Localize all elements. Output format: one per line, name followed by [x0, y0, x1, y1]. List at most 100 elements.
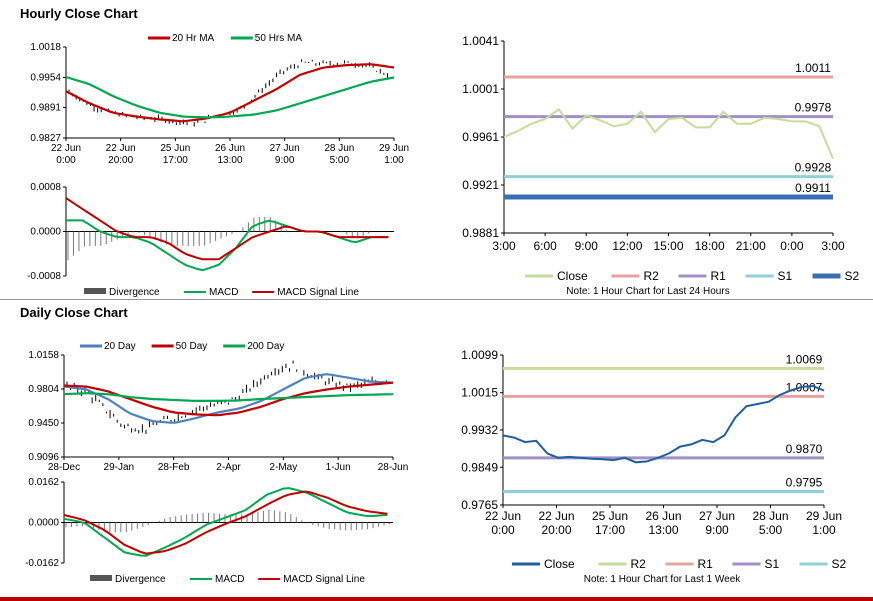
- pivot-x-tick-label: 3:00: [821, 239, 845, 253]
- pivot-x-tick-label: 22 Jun: [538, 509, 574, 523]
- price-y-tick-label: 1.0158: [28, 350, 59, 361]
- pivot-legend-label: Close: [557, 269, 588, 283]
- pivot-x-tick-label: 28 Jun: [752, 509, 788, 523]
- pivot-close-line: [502, 384, 825, 464]
- pivot-level-label-s1: 0.9928: [795, 161, 832, 175]
- pivot-x-tick-label: 21:00: [736, 239, 766, 253]
- price-x-tick-label: 27 Jun: [270, 143, 300, 154]
- pivot-x-tick-label: 0:00: [491, 523, 515, 537]
- pivot-x-tick-label: 18:00: [695, 239, 725, 253]
- pivot-y-tick-label: 0.9881: [462, 226, 499, 240]
- price-x-tick-label: 9:00: [275, 155, 295, 166]
- pivot-x-tick-label: 27 Jun: [699, 509, 735, 523]
- pivot-x-tick-label: 29 Jun: [806, 509, 842, 523]
- pivot-x-tick-label: 9:00: [705, 523, 729, 537]
- pivot-level-label-s1: 0.9870: [786, 442, 823, 456]
- macd-legend-label: MACD: [209, 287, 238, 298]
- price-x-tick-label: 29-Jan: [104, 462, 135, 473]
- ma-line-20-day: [63, 373, 394, 424]
- price-x-tick-label: 22 Jun: [106, 143, 136, 154]
- pivot-x-tick-label: 6:00: [533, 239, 557, 253]
- pivot-x-tick-label: 20:00: [541, 523, 571, 537]
- macd-legend-swatch: [84, 288, 106, 294]
- pivot-note: Note: 1 Hour Chart for Last 1 Week: [584, 574, 742, 585]
- pivot-legend-label: S2: [832, 557, 847, 571]
- macd-y-tick-label: 0.0000: [30, 227, 61, 238]
- pivot-y-tick-label: 0.9961: [462, 130, 499, 144]
- price-x-tick-label: 22 Jun: [51, 143, 81, 154]
- price-x-tick-label: 29 Jun: [379, 143, 409, 154]
- pivot-legend-label: Close: [544, 557, 575, 571]
- pivot-y-tick-label: 0.9921: [462, 178, 499, 192]
- price-x-tick-label: 17:00: [163, 155, 188, 166]
- pivot-legend-label: S1: [778, 269, 793, 283]
- pivot-level-label-r1: 0.9978: [795, 101, 832, 115]
- price-x-tick-label: 13:00: [217, 155, 242, 166]
- macd-y-tick-label: -0.0162: [25, 558, 59, 569]
- macd-legend-label: Divergence: [109, 287, 160, 298]
- macd-y-tick-label: 0.0000: [28, 518, 59, 529]
- section-divider: [0, 299, 873, 300]
- price-y-tick-label: 0.9954: [30, 72, 61, 83]
- macd-y-tick-label: 0.0162: [28, 477, 59, 488]
- pivot-x-tick-label: 15:00: [653, 239, 683, 253]
- pivot-x-tick-label: 25 Jun: [592, 509, 628, 523]
- price-x-tick-label: 28-Feb: [158, 462, 190, 473]
- pivot-close-line: [503, 108, 834, 159]
- pivot-legend-label: R2: [644, 269, 660, 283]
- pivot-y-tick-label: 1.0001: [462, 82, 499, 96]
- price-legend-label: 50 Hrs MA: [255, 33, 303, 44]
- pivot-x-tick-label: 17:00: [595, 523, 625, 537]
- ma-line-20-hr-ma: [65, 63, 395, 123]
- pivot-level-label-s2: 0.9795: [786, 476, 823, 490]
- macd-signal-line: [65, 197, 389, 261]
- macd-legend-label: MACD: [215, 574, 244, 585]
- ma-line-200-day: [63, 392, 394, 402]
- price-legend-label: 200 Day: [247, 341, 284, 352]
- pivot-y-tick-label: 0.9932: [461, 423, 498, 437]
- macd-line: [63, 487, 388, 557]
- price-y-tick-label: 0.9096: [28, 452, 59, 463]
- pivot-legend-label: R1: [698, 557, 714, 571]
- hourly-section-title: Hourly Close Chart: [20, 6, 138, 21]
- pivot-legend-label: R2: [631, 557, 647, 571]
- daily-section-title: Daily Close Chart: [20, 305, 128, 320]
- price-x-tick-label: 26 Jun: [215, 143, 245, 154]
- pivot-level-label-r2: 1.0069: [786, 352, 823, 366]
- pivot-x-tick-label: 5:00: [759, 523, 783, 537]
- pivot-y-tick-label: 1.0041: [462, 34, 499, 48]
- price-y-tick-label: 0.9827: [30, 133, 61, 144]
- macd-line: [66, 219, 389, 272]
- price-legend-label: 20 Hr MA: [172, 33, 215, 44]
- pivot-x-tick-label: 1:00: [812, 523, 836, 537]
- pivot-level-label-s2: 0.9911: [795, 181, 831, 195]
- pivot-x-tick-label: 22 Jun: [485, 509, 521, 523]
- pivot-note: Note: 1 Hour Chart for Last 24 Hours: [566, 286, 729, 297]
- price-x-tick-label: 1-Jun: [326, 462, 351, 473]
- pivot-y-tick-label: 0.9765: [461, 498, 498, 512]
- price-legend-label: 50 Day: [176, 341, 208, 352]
- pivot-legend-label: S2: [845, 269, 860, 283]
- pivot-x-tick-label: 0:00: [780, 239, 804, 253]
- price-x-tick-label: 28-Dec: [48, 462, 80, 473]
- price-y-tick-label: 1.0018: [30, 42, 61, 53]
- pivot-y-tick-label: 0.9849: [461, 460, 498, 474]
- price-x-tick-label: 2-Apr: [216, 462, 241, 473]
- price-y-tick-label: 0.9804: [28, 384, 59, 395]
- price-x-tick-label: 25 Jun: [160, 143, 190, 154]
- price-x-tick-label: 0:00: [56, 155, 76, 166]
- macd-legend-swatch: [90, 575, 112, 581]
- price-x-tick-label: 28-Jun: [378, 462, 409, 473]
- pivot-y-tick-label: 1.0099: [461, 348, 498, 362]
- price-x-tick-label: 2-May: [269, 462, 297, 473]
- pivot-legend-label: R1: [711, 269, 727, 283]
- pivot-level-label-r2: 1.0011: [795, 61, 831, 75]
- pivot-x-tick-label: 3:00: [492, 239, 516, 253]
- price-legend-label: 20 Day: [104, 341, 136, 352]
- macd-y-tick-label: 0.0008: [30, 182, 61, 193]
- macd-legend-label: Divergence: [115, 574, 166, 585]
- price-y-tick-label: 0.9450: [28, 418, 59, 429]
- macd-signal-line: [63, 490, 388, 555]
- pivot-x-tick-label: 13:00: [648, 523, 678, 537]
